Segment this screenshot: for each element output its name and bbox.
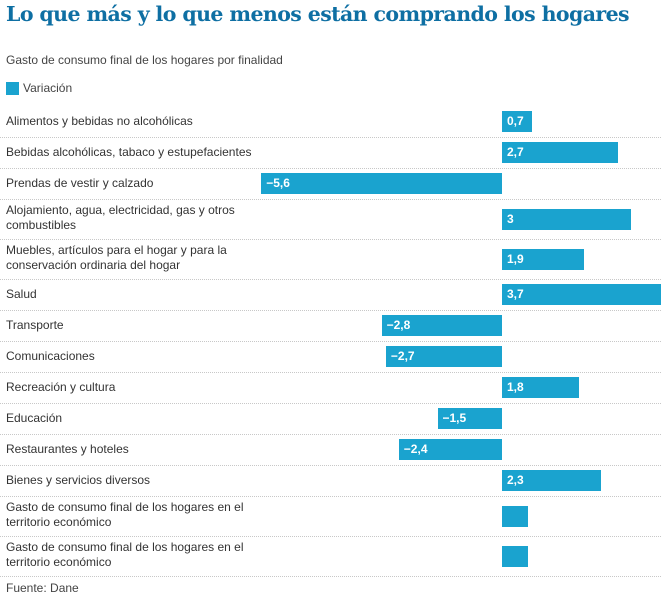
bar-row: Bebidas alcohólicas, tabaco y estupefaci… [0,137,661,169]
bar-row: Transporte −2,8 [0,310,661,342]
bar-row: Prendas de vestir y calzado −5,6 [0,168,661,200]
bar-row: Gasto de consumo final de los hogares en… [0,496,661,537]
category-label: Comunicaciones [6,349,95,363]
legend-swatch [6,81,19,95]
bar: 3 [502,209,631,230]
bar [502,546,528,567]
bar-row: Gasto de consumo final de los hogares en… [0,536,661,577]
data-label: 2,7 [507,145,524,159]
bar: 1,9 [502,249,584,270]
data-label: 2,3 [507,473,524,487]
category-label: Bebidas alcohólicas, tabaco y estupefaci… [6,145,252,159]
bar: 0,7 [502,111,533,132]
bar: −2,8 [381,315,502,336]
bar [502,506,528,527]
category-label: Prendas de vestir y calzado [6,176,154,190]
data-label: −2,4 [403,442,428,456]
bar-row: Educación −1,5 [0,403,661,435]
category-label: Alojamiento, agua, electricidad, gas y o… [6,203,235,232]
data-label: 0,7 [507,114,524,128]
bar: −2,7 [385,346,502,367]
data-label: 1,8 [507,380,524,394]
bar: −2,4 [398,439,502,460]
legend-label: Variación [23,81,73,95]
bar-row: Comunicaciones −2,7 [0,341,661,373]
data-label: −2,7 [390,349,415,363]
bar-row: Restaurantes y hoteles −2,4 [0,434,661,466]
bar: −1,5 [437,408,502,429]
bar: 2,3 [502,470,601,491]
bar-row: Recreación y cultura 1,8 [0,372,661,404]
data-label: −1,5 [442,411,467,425]
data-label: 1,9 [507,252,524,266]
category-label: Bienes y servicios diversos [6,473,151,487]
bar: 1,8 [502,377,580,398]
data-label: 3 [507,212,514,226]
category-label: Gasto de consumo final de los hogares en… [6,540,244,569]
category-label: Salud [6,287,37,301]
category-label: Educación [6,411,63,425]
bar: 2,7 [502,142,619,163]
category-label: Gasto de consumo final de los hogares en… [6,500,244,529]
data-label: −2,8 [386,318,411,332]
bar: 3,7 [502,284,662,305]
data-label: 3,7 [507,287,524,301]
chart-subtitle: Gasto de consumo final de los hogares po… [6,53,283,67]
bar: −5,6 [261,173,502,194]
bar-row: Salud 3,7 [0,279,662,311]
bar-row: Muebles, artículos para el hogar y para … [0,239,661,280]
category-label: Recreación y cultura [6,380,116,394]
category-label: Alimentos y bebidas no alcohólicas [6,114,193,128]
source-note: Fuente: Dane [6,581,79,595]
data-label: −5,6 [266,176,290,190]
category-label: Restaurantes y hoteles [6,442,129,456]
chart-title: Lo que más y lo que menos están comprand… [6,2,630,26]
category-label: Transporte [6,318,64,332]
bar-row: Alimentos y bebidas no alcohólicas 0,7 [0,106,661,138]
category-label: Muebles, artículos para el hogar y para … [6,243,227,272]
bar-row: Alojamiento, agua, electricidad, gas y o… [0,199,661,240]
bar-row: Bienes y servicios diversos 2,3 [0,465,661,497]
legend: Variación [6,81,72,95]
